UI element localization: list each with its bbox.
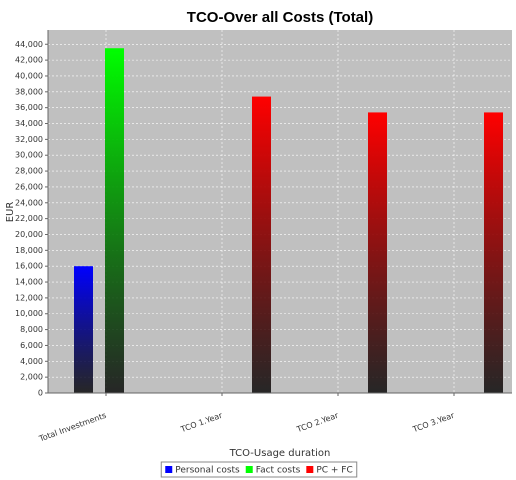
y-tick-label: 22,000 [15,214,43,223]
legend-swatch [245,466,253,473]
y-tick-label: 26,000 [15,182,43,191]
x-tick-label: TCO 1.Year [179,411,224,435]
x-axis-label: TCO-Usage duration [229,448,331,459]
y-tick-label: 18,000 [15,246,43,255]
bar [368,112,387,393]
y-tick-label: 0 [38,389,43,398]
y-tick-label: 12,000 [15,293,43,302]
legend-label: Personal costs [175,466,240,476]
plot-area [48,30,512,393]
y-tick-label: 32,000 [15,135,43,144]
bar [252,96,271,393]
y-tick-label: 4,000 [20,357,43,366]
x-tick-label: Total Investments [37,411,107,444]
legend-swatch [165,466,173,473]
y-tick-label: 2,000 [20,373,43,382]
y-tick-label: 24,000 [15,198,43,207]
y-tick-label: 36,000 [15,103,43,112]
y-tick-label: 6,000 [20,341,43,350]
bar [484,112,503,393]
y-tick-label: 16,000 [15,262,43,271]
y-tick-label: 20,000 [15,230,43,239]
y-tick-label: 28,000 [15,167,43,176]
legend-swatch [306,466,314,473]
y-tick-label: 10,000 [15,309,43,318]
y-tick-label: 38,000 [15,87,43,96]
chart-title: TCO-Over all Costs (Total) [187,9,373,26]
y-tick-label: 30,000 [15,151,43,160]
bar [105,48,124,394]
legend-box [160,461,358,478]
legend-label: Fact costs [256,466,301,476]
y-tick-label: 44,000 [15,40,43,49]
y-tick-label: 40,000 [15,71,43,80]
legend: Personal costs Fact costs PC + FC [165,466,353,476]
y-tick-label: 8,000 [20,325,43,334]
y-axis-label: EUR [5,202,16,223]
bar [74,266,93,393]
y-tick-label: 42,000 [15,56,43,65]
y-tick-label: 34,000 [15,119,43,128]
x-tick-label: TCO 2.Year [295,411,340,435]
legend-label: PC + FC [316,466,352,476]
y-tick-label: 14,000 [15,278,43,287]
x-tick-label: TCO 3.Year [411,411,456,435]
